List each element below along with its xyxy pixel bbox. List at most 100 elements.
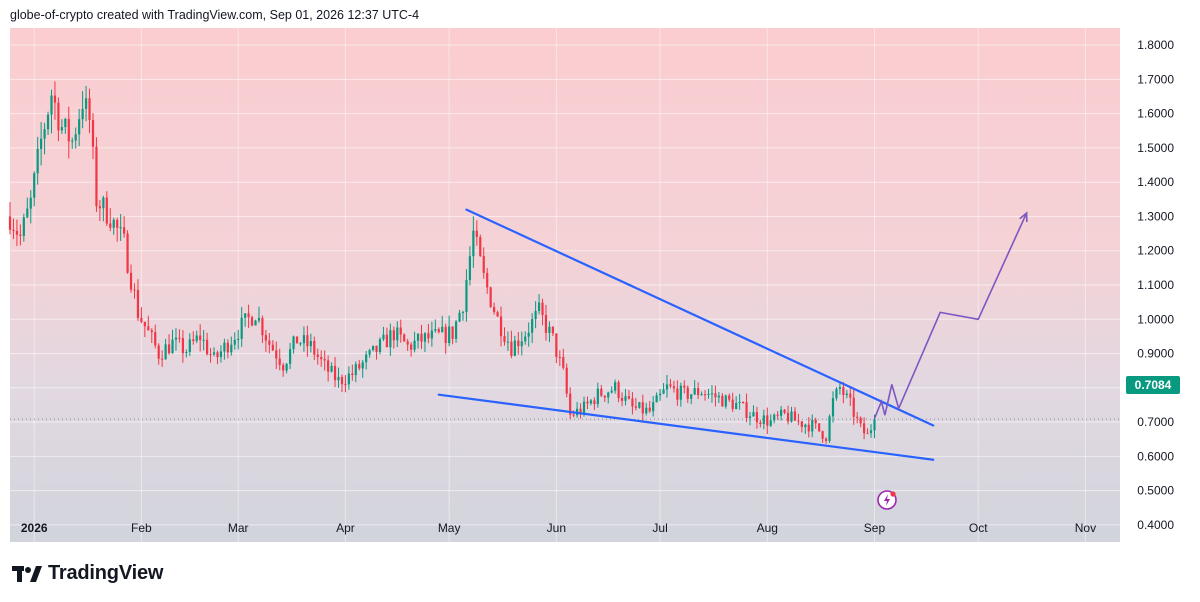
candle[interactable] xyxy=(610,390,613,393)
candle[interactable] xyxy=(333,365,337,381)
tradingview-logo[interactable]: TradingView xyxy=(12,562,163,585)
candle[interactable] xyxy=(327,360,330,372)
candle[interactable] xyxy=(84,98,88,109)
candle[interactable] xyxy=(800,421,803,428)
candle[interactable] xyxy=(845,393,848,396)
candle[interactable] xyxy=(634,406,637,408)
candle[interactable] xyxy=(119,227,122,229)
candle[interactable] xyxy=(475,230,478,237)
candle[interactable] xyxy=(340,376,344,385)
candle[interactable] xyxy=(282,364,285,371)
candle[interactable] xyxy=(617,382,620,399)
candle[interactable] xyxy=(607,392,610,398)
candle[interactable] xyxy=(859,417,862,424)
candle[interactable] xyxy=(748,416,752,419)
candle[interactable] xyxy=(375,345,378,353)
candle[interactable] xyxy=(641,402,644,414)
candle[interactable] xyxy=(382,334,385,340)
candle[interactable] xyxy=(385,334,389,348)
candle[interactable] xyxy=(423,333,427,342)
candle[interactable] xyxy=(499,316,503,337)
candle[interactable] xyxy=(240,317,243,339)
candle[interactable] xyxy=(406,341,409,345)
candle[interactable] xyxy=(46,114,50,130)
candle[interactable] xyxy=(741,402,745,404)
candle[interactable] xyxy=(109,223,112,228)
candle[interactable] xyxy=(354,364,357,376)
candle[interactable] xyxy=(43,129,46,139)
candle[interactable] xyxy=(783,409,786,413)
candle[interactable] xyxy=(551,326,554,334)
candle[interactable] xyxy=(703,394,707,396)
candle[interactable] xyxy=(292,336,295,350)
candle[interactable] xyxy=(537,302,541,311)
candle[interactable] xyxy=(807,424,810,432)
candle[interactable] xyxy=(275,350,278,359)
candle[interactable] xyxy=(448,326,451,343)
candle[interactable] xyxy=(288,349,292,364)
candle[interactable] xyxy=(510,341,513,356)
candle[interactable] xyxy=(780,409,783,416)
candle[interactable] xyxy=(29,197,32,209)
candle[interactable] xyxy=(489,287,492,307)
candle[interactable] xyxy=(57,102,60,131)
candle[interactable] xyxy=(541,302,544,315)
candle[interactable] xyxy=(361,362,364,369)
candle[interactable] xyxy=(627,396,631,399)
candle[interactable] xyxy=(544,314,548,333)
candle[interactable] xyxy=(582,401,586,414)
candle[interactable] xyxy=(852,397,855,417)
candle[interactable] xyxy=(26,208,29,218)
candle[interactable] xyxy=(434,329,437,331)
candle[interactable] xyxy=(831,398,835,417)
candle[interactable] xyxy=(652,402,655,412)
candle[interactable] xyxy=(738,402,741,404)
candle[interactable] xyxy=(392,330,395,341)
candle[interactable] xyxy=(589,400,593,404)
candle[interactable] xyxy=(427,333,430,339)
candle[interactable] xyxy=(15,230,19,235)
candle[interactable] xyxy=(150,330,153,333)
candle[interactable] xyxy=(50,95,53,115)
candle[interactable] xyxy=(562,357,565,368)
candle[interactable] xyxy=(254,320,257,326)
candle[interactable] xyxy=(167,344,171,354)
candle[interactable] xyxy=(638,402,641,408)
candle[interactable] xyxy=(60,127,63,131)
candle[interactable] xyxy=(465,280,468,312)
candle[interactable] xyxy=(323,359,326,361)
candle[interactable] xyxy=(378,339,382,353)
candle[interactable] xyxy=(129,272,133,290)
candle[interactable] xyxy=(786,412,790,422)
candle[interactable] xyxy=(586,401,589,404)
candle[interactable] xyxy=(558,356,561,358)
candle[interactable] xyxy=(700,394,703,396)
candle[interactable] xyxy=(493,306,496,313)
candle[interactable] xyxy=(230,344,233,353)
candle[interactable] xyxy=(306,335,309,347)
candle[interactable] xyxy=(672,386,676,389)
candle[interactable] xyxy=(171,339,174,354)
candle[interactable] xyxy=(313,340,316,355)
candle[interactable] xyxy=(33,173,36,198)
candle[interactable] xyxy=(835,388,838,399)
candle[interactable] xyxy=(648,407,651,412)
candle[interactable] xyxy=(593,400,596,405)
candle[interactable] xyxy=(534,310,537,320)
candle[interactable] xyxy=(389,330,392,348)
candle[interactable] xyxy=(842,387,845,396)
candle[interactable] xyxy=(116,219,119,228)
candle[interactable] xyxy=(133,289,136,291)
candle[interactable] xyxy=(728,395,731,400)
candle[interactable] xyxy=(247,313,250,318)
candle[interactable] xyxy=(112,219,115,228)
candle[interactable] xyxy=(451,326,454,339)
candle[interactable] xyxy=(53,95,57,103)
candle[interactable] xyxy=(697,388,700,396)
candle[interactable] xyxy=(74,134,77,141)
candle[interactable] xyxy=(399,327,402,335)
candle[interactable] xyxy=(721,395,724,407)
candle[interactable] xyxy=(693,388,696,395)
candle[interactable] xyxy=(268,340,271,345)
price-axis[interactable] xyxy=(1120,28,1200,542)
